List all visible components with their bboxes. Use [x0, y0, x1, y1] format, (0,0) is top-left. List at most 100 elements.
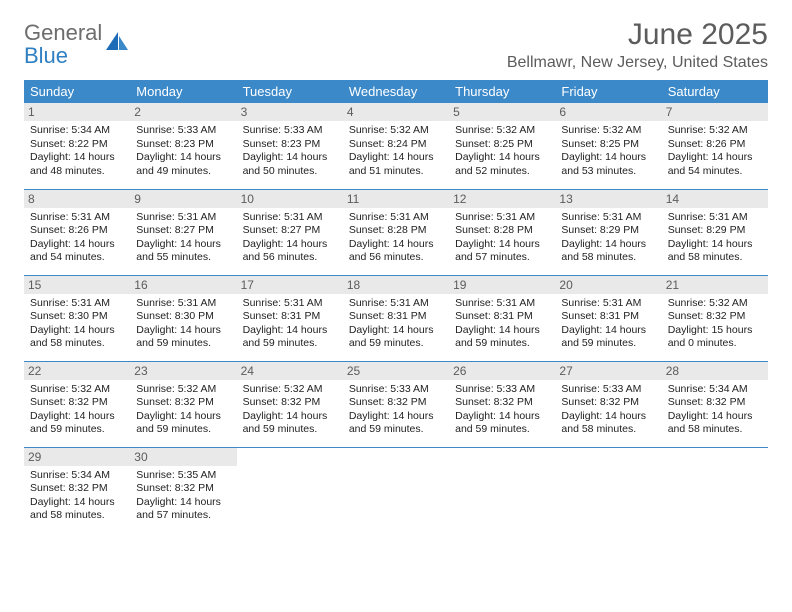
calendar-cell: 12Sunrise: 5:31 AMSunset: 8:28 PMDayligh…	[449, 189, 555, 275]
sunrise-line: Sunrise: 5:32 AM	[668, 124, 762, 138]
daylight-line: Daylight: 14 hours and 54 minutes.	[668, 151, 762, 178]
calendar-cell	[662, 447, 768, 533]
calendar-cell: 28 Sunrise: 5:34 AMSunset: 8:32 PMDayligh…	[662, 361, 768, 447]
daylight-line: Daylight: 14 hours and 59 minutes.	[349, 410, 443, 437]
sunset-line: Sunset: 8:27 PM	[243, 224, 337, 238]
sunset-line: Sunset: 8:24 PM	[349, 138, 443, 152]
day-number: 6	[555, 103, 661, 121]
calendar-cell: 18Sunrise: 5:31 AMSunset: 8:31 PMDayligh…	[343, 275, 449, 361]
daylight-line: Daylight: 14 hours and 58 minutes.	[30, 496, 124, 523]
calendar-cell: 26Sunrise: 5:33 AMSunset: 8:32 PMDayligh…	[449, 361, 555, 447]
calendar-header-row: SundayMondayTuesdayWednesdayThursdayFrid…	[24, 80, 768, 103]
calendar-cell: 13Sunrise: 5:31 AMSunset: 8:29 PMDayligh…	[555, 189, 661, 275]
daylight-line: Daylight: 14 hours and 56 minutes.	[243, 238, 337, 265]
daylight-line: Daylight: 14 hours and 57 minutes.	[455, 238, 549, 265]
sunrise-line: Sunrise: 5:32 AM	[30, 383, 124, 397]
page-title: June 2025	[507, 18, 768, 52]
sunrise-line: Sunrise: 5:33 AM	[455, 383, 549, 397]
sunset-line: Sunset: 8:32 PM	[668, 396, 762, 410]
day-number: 20	[555, 276, 661, 294]
sunset-line: Sunset: 8:27 PM	[136, 224, 230, 238]
daylight-line: Daylight: 14 hours and 59 minutes.	[455, 410, 549, 437]
sunrise-line: Sunrise: 5:33 AM	[561, 383, 655, 397]
daylight-line: Daylight: 14 hours and 59 minutes.	[30, 410, 124, 437]
daylight-line: Daylight: 14 hours and 53 minutes.	[561, 151, 655, 178]
logo-blue: Blue	[24, 43, 68, 68]
sunset-line: Sunset: 8:26 PM	[668, 138, 762, 152]
day-number: 24	[237, 362, 343, 380]
calendar-cell	[237, 447, 343, 533]
day-number: 19	[449, 276, 555, 294]
sunrise-line: Sunrise: 5:31 AM	[136, 297, 230, 311]
sunset-line: Sunset: 8:23 PM	[136, 138, 230, 152]
calendar-cell: 8Sunrise: 5:31 AMSunset: 8:26 PMDaylight…	[24, 189, 130, 275]
daylight-line: Daylight: 14 hours and 59 minutes.	[455, 324, 549, 351]
calendar-cell: 29Sunrise: 5:34 AMSunset: 8:32 PMDayligh…	[24, 447, 130, 533]
sunrise-line: Sunrise: 5:31 AM	[561, 297, 655, 311]
sunrise-line: Sunrise: 5:34 AM	[30, 469, 124, 483]
sunrise-line: Sunrise: 5:32 AM	[561, 124, 655, 138]
sunrise-line: Sunrise: 5:32 AM	[349, 124, 443, 138]
weekday-header: Wednesday	[343, 80, 449, 103]
day-number: 8	[24, 190, 130, 208]
day-number: 28	[662, 362, 768, 380]
day-number: 10	[237, 190, 343, 208]
sunrise-line: Sunrise: 5:31 AM	[668, 211, 762, 225]
calendar-cell: 23Sunrise: 5:32 AMSunset: 8:32 PMDayligh…	[130, 361, 236, 447]
sunrise-line: Sunrise: 5:31 AM	[561, 211, 655, 225]
daylight-line: Daylight: 14 hours and 59 minutes.	[136, 324, 230, 351]
sunrise-line: Sunrise: 5:34 AM	[668, 383, 762, 397]
sunset-line: Sunset: 8:23 PM	[243, 138, 337, 152]
day-number: 7	[662, 103, 768, 121]
sunset-line: Sunset: 8:32 PM	[136, 396, 230, 410]
sunset-line: Sunset: 8:32 PM	[455, 396, 549, 410]
calendar-cell: 15Sunrise: 5:31 AMSunset: 8:30 PMDayligh…	[24, 275, 130, 361]
sunrise-line: Sunrise: 5:35 AM	[136, 469, 230, 483]
header: General Blue June 2025 Bellmawr, New Jer…	[24, 18, 768, 72]
daylight-line: Daylight: 14 hours and 58 minutes.	[668, 410, 762, 437]
calendar-cell: 4Sunrise: 5:32 AMSunset: 8:24 PMDaylight…	[343, 103, 449, 189]
daylight-line: Daylight: 14 hours and 51 minutes.	[349, 151, 443, 178]
weekday-header: Friday	[555, 80, 661, 103]
day-number: 18	[343, 276, 449, 294]
sunset-line: Sunset: 8:32 PM	[668, 310, 762, 324]
sunset-line: Sunset: 8:31 PM	[455, 310, 549, 324]
sunset-line: Sunset: 8:25 PM	[455, 138, 549, 152]
day-number: 12	[449, 190, 555, 208]
calendar-cell	[449, 447, 555, 533]
sunset-line: Sunset: 8:29 PM	[668, 224, 762, 238]
weekday-header: Saturday	[662, 80, 768, 103]
weekday-header: Thursday	[449, 80, 555, 103]
sunrise-line: Sunrise: 5:33 AM	[243, 124, 337, 138]
calendar-cell: 6 Sunrise: 5:32 AMSunset: 8:25 PMDaylight…	[555, 103, 661, 189]
sunset-line: Sunset: 8:26 PM	[30, 224, 124, 238]
day-number: 27	[555, 362, 661, 380]
sunrise-line: Sunrise: 5:31 AM	[349, 297, 443, 311]
sunrise-line: Sunrise: 5:31 AM	[136, 211, 230, 225]
sunset-line: Sunset: 8:29 PM	[561, 224, 655, 238]
sunrise-line: Sunrise: 5:31 AM	[455, 297, 549, 311]
calendar-cell: 27Sunrise: 5:33 AMSunset: 8:32 PMDayligh…	[555, 361, 661, 447]
sunset-line: Sunset: 8:30 PM	[30, 310, 124, 324]
calendar-cell	[555, 447, 661, 533]
calendar-cell: 25Sunrise: 5:33 AMSunset: 8:32 PMDayligh…	[343, 361, 449, 447]
day-number: 15	[24, 276, 130, 294]
daylight-line: Daylight: 14 hours and 59 minutes.	[349, 324, 443, 351]
daylight-line: Daylight: 14 hours and 48 minutes.	[30, 151, 124, 178]
calendar-page: General Blue June 2025 Bellmawr, New Jer…	[0, 0, 792, 551]
day-number: 3	[237, 103, 343, 121]
daylight-line: Daylight: 14 hours and 54 minutes.	[30, 238, 124, 265]
day-number: 2	[130, 103, 236, 121]
daylight-line: Daylight: 14 hours and 58 minutes.	[30, 324, 124, 351]
day-number: 14	[662, 190, 768, 208]
calendar-cell: 10Sunrise: 5:31 AMSunset: 8:27 PMDayligh…	[237, 189, 343, 275]
daylight-line: Daylight: 14 hours and 55 minutes.	[136, 238, 230, 265]
day-number: 22	[24, 362, 130, 380]
calendar-cell: 11Sunrise: 5:31 AMSunset: 8:28 PMDayligh…	[343, 189, 449, 275]
sunrise-line: Sunrise: 5:31 AM	[243, 297, 337, 311]
calendar-cell: 14Sunrise: 5:31 AMSunset: 8:29 PMDayligh…	[662, 189, 768, 275]
weekday-header: Sunday	[24, 80, 130, 103]
daylight-line: Daylight: 14 hours and 59 minutes.	[561, 324, 655, 351]
sunset-line: Sunset: 8:25 PM	[561, 138, 655, 152]
day-number: 1	[24, 103, 130, 121]
